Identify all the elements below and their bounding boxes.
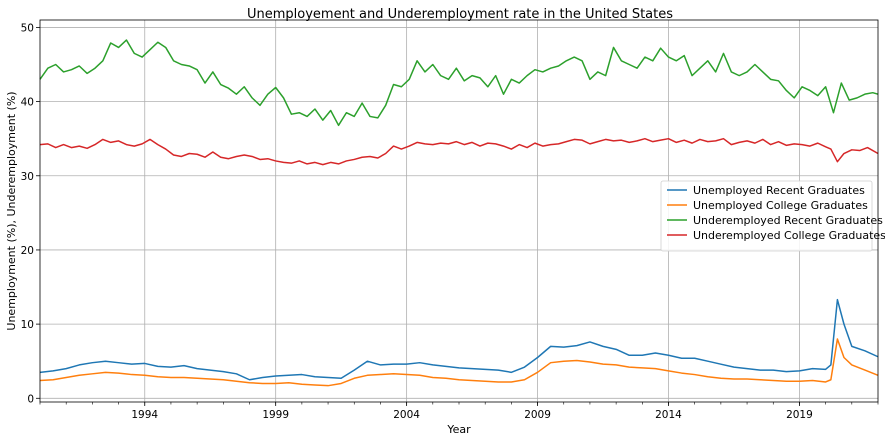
y-axis-label: Unemployment (%), Underemployment (%)	[5, 91, 18, 330]
x-tick-label: 2014	[655, 409, 682, 421]
series-line-3	[39, 39, 879, 127]
series-line-2	[39, 338, 879, 387]
y-tick-label: 10	[21, 319, 34, 331]
legend-entry: Underemployed College Graduates	[693, 229, 885, 242]
y-tick-label: 50	[21, 22, 34, 34]
grid	[40, 20, 878, 402]
x-tick-label: 1999	[262, 409, 289, 421]
y-axis: 0 10 20 30 40 50	[21, 22, 40, 405]
x-tick-label: 2009	[524, 409, 551, 421]
x-tick-label: 2004	[393, 409, 420, 421]
legend: Unemployed Recent Graduates Unemployed Co…	[660, 180, 885, 252]
y-tick-label: 0	[27, 393, 34, 405]
x-tick-label: 2019	[786, 409, 813, 421]
legend-entry: Unemployed College Graduates	[693, 199, 868, 212]
y-tick-label: 20	[21, 245, 34, 257]
y-tick-label: 40	[21, 97, 34, 109]
legend-entry: Unemployed Recent Graduates	[693, 184, 865, 197]
chart-title: Unemployement and Underemployment rate i…	[247, 7, 673, 22]
x-axis: 1994 1999 2004 2009 2014 2019	[39, 402, 879, 421]
x-axis-label: Year	[446, 423, 471, 436]
series-line-4	[39, 137, 879, 166]
y-tick-label: 30	[21, 171, 34, 183]
series-group	[39, 39, 879, 387]
series-line-1	[39, 298, 879, 381]
legend-entry: Underemployed Recent Graduates	[693, 214, 883, 227]
x-tick-label: 1994	[131, 409, 158, 421]
legend-box	[660, 180, 873, 252]
